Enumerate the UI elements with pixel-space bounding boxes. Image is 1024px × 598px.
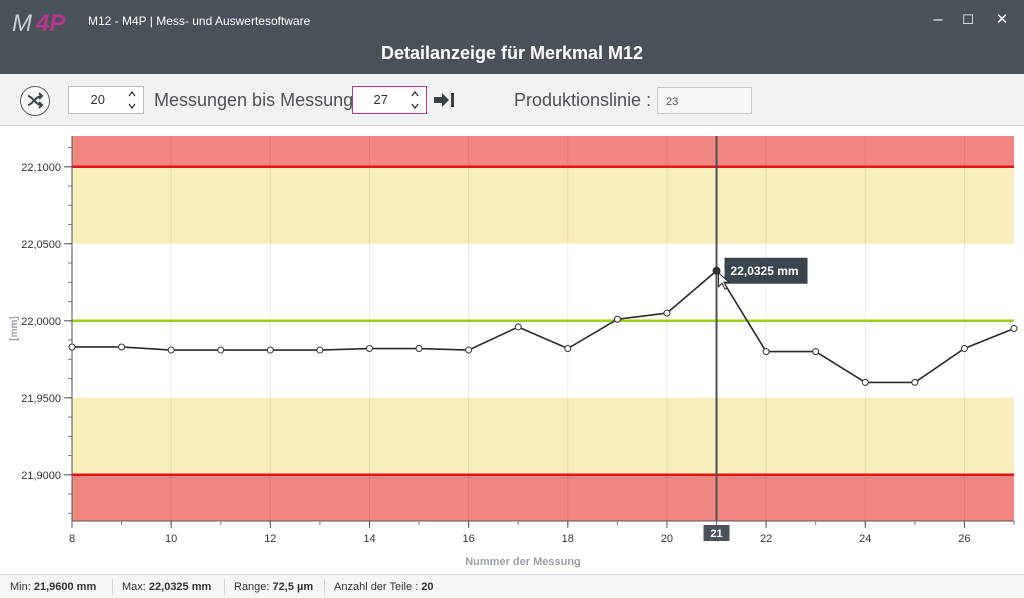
measurement-count-value: 20 xyxy=(90,92,105,107)
value-tooltip xyxy=(724,257,808,284)
m4p-logo: M 4P xyxy=(12,10,66,35)
status-bar: Min: 21,9600 mm Max: 22,0325 mm Range: 7… xyxy=(0,574,1024,598)
measurement-chart: 21,9000 21,9500 22,0000 22,0500 22,1000 8 10 12… xyxy=(0,126,1024,574)
x-tick-label: 22 xyxy=(760,533,772,545)
x-tick-label: 12 xyxy=(264,533,276,545)
data-point xyxy=(762,348,770,356)
data-point xyxy=(415,345,423,353)
y-axis-title: [mm] xyxy=(9,316,20,340)
cursor-x-badge xyxy=(703,525,730,541)
series-line xyxy=(72,269,1015,384)
data-point xyxy=(465,346,473,354)
stat-part-count: Anzahl der Teile : 20 xyxy=(334,581,434,593)
upper-alarm-zone xyxy=(72,136,1014,167)
minimize-button[interactable]: – xyxy=(933,11,943,28)
data-point xyxy=(167,346,175,354)
measurements-label: Messungen bis Messung xyxy=(154,90,354,110)
data-point xyxy=(663,309,671,317)
toolbar: 20 Messungen bis Messung 27 Produktionsl… xyxy=(0,74,1024,126)
data-point xyxy=(564,345,572,353)
y-tick-label: 22,0500 xyxy=(21,239,61,251)
x-tick-label: 10 xyxy=(165,533,177,545)
target-measurement-stepper[interactable]: 27 xyxy=(352,86,427,114)
mouse-pointer-icon xyxy=(718,271,731,290)
x-tick-label: 16 xyxy=(463,533,475,545)
data-point xyxy=(812,348,820,356)
stepper-arrows-icon[interactable] xyxy=(410,89,420,111)
y-tick-label: 22,1000 xyxy=(21,162,61,174)
data-point xyxy=(861,378,869,386)
data-point xyxy=(118,343,126,351)
x-tick-label: 8 xyxy=(69,533,75,545)
stat-max: Max: 22,0325 mm xyxy=(122,581,212,593)
x-tick-label: 26 xyxy=(958,533,970,545)
data-point xyxy=(1010,325,1018,332)
page-title: Detailanzeige für Merkmal M12 xyxy=(380,43,644,63)
y-tick-label: 22,0000 xyxy=(21,316,61,328)
window-title: M12 - M4P | Mess- und Auswertesoftware xyxy=(88,14,311,28)
divider xyxy=(112,579,113,595)
shuffle-button[interactable] xyxy=(20,86,50,116)
divider xyxy=(224,579,225,595)
y-tick-label: 21,9500 xyxy=(21,393,61,405)
target-measurement-value: 27 xyxy=(373,92,388,107)
data-point xyxy=(911,378,919,386)
stepper-arrows-icon[interactable] xyxy=(127,89,137,111)
stat-min: Min: 21,9600 mm xyxy=(10,581,97,593)
data-point xyxy=(266,346,274,354)
y-tick-label: 21,9000 xyxy=(21,470,61,482)
cursor-x-label: 21 xyxy=(710,528,722,540)
x-tick-label: 18 xyxy=(562,533,574,545)
value-tooltip-text: 22,0325 mm xyxy=(731,264,799,278)
shuffle-icon xyxy=(27,92,44,109)
data-point xyxy=(365,345,373,353)
lower-warning-zone xyxy=(72,397,1014,475)
maximize-button[interactable]: ☐ xyxy=(962,12,974,27)
measurement-count-stepper[interactable]: 20 xyxy=(68,86,144,114)
goto-last-icon[interactable] xyxy=(433,91,457,109)
x-tick-label: 14 xyxy=(363,533,375,545)
x-axis-title: Nummer der Messung xyxy=(465,556,581,568)
data-point xyxy=(68,343,76,351)
data-point xyxy=(960,345,968,353)
production-line-field[interactable]: 23 xyxy=(657,87,752,114)
stat-range: Range: 72,5 µm xyxy=(234,581,314,593)
production-line-label: Produktionslinie : xyxy=(514,90,652,110)
data-point xyxy=(514,323,522,331)
data-point xyxy=(217,346,225,354)
chart-svg: 21,9000 21,9500 22,0000 22,0500 22,1000 8 10 12… xyxy=(9,136,1018,568)
logo-m: M xyxy=(12,10,32,35)
data-point xyxy=(316,346,324,354)
data-point xyxy=(613,315,621,323)
divider xyxy=(324,579,325,595)
close-button[interactable]: ✕ xyxy=(995,11,1009,28)
x-tick-label: 20 xyxy=(661,533,673,545)
lower-alarm-zone xyxy=(72,474,1014,521)
x-tick-label: 24 xyxy=(859,533,871,545)
upper-warning-zone xyxy=(72,166,1014,244)
logo-4p: 4P xyxy=(35,10,66,35)
title-bar: M 4P M12 - M4P | Mess- und Auswertesoftw… xyxy=(0,0,1024,74)
